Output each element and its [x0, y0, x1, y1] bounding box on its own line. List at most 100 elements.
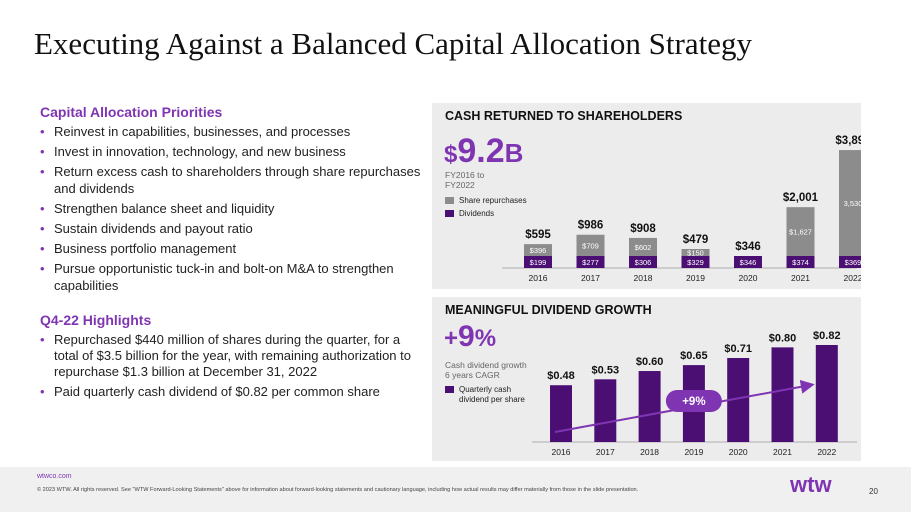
dividend-growth-panel: MEANINGFUL DIVIDEND GROWTH +9% Cash divi… [432, 297, 861, 461]
total-value-label: $908 [630, 223, 656, 235]
quarterly-dividend-swatch [445, 386, 454, 393]
cash-period-line1: FY2016 to [445, 170, 485, 180]
total-value-label: $595 [525, 229, 551, 241]
year-tick-label: 2022 [817, 447, 836, 457]
dividend-panel-heading: MEANINGFUL DIVIDEND GROWTH [445, 303, 652, 317]
dividend-bar [839, 256, 861, 268]
year-tick-label: 2020 [739, 273, 758, 283]
priority-item: Reinvest in capabilities, businesses, an… [40, 124, 425, 140]
growth-badge [665, 390, 722, 412]
growth-badge-label: +9% [682, 396, 705, 408]
dividend-value-label: $374 [792, 258, 809, 267]
repurchase-value-label: $396 [530, 246, 547, 255]
priority-item: Business portfolio management [40, 241, 425, 257]
year-tick-label: 2018 [640, 447, 659, 457]
dividend-per-share-bar [594, 379, 617, 442]
year-tick-label: 2021 [791, 273, 810, 283]
dividend-growth-subtitle: Cash dividend growth 6 years CAGR [445, 360, 527, 380]
dividend-value-label: $277 [582, 258, 599, 267]
dividend-bar [576, 256, 605, 268]
year-tick-label: 2016 [552, 447, 571, 457]
legend-share-repurchases: Share repurchases [445, 196, 527, 206]
dividend-bar [681, 256, 710, 268]
cash-period-line2: FY2022 [445, 180, 475, 190]
highlights-heading: Q4-22 Highlights [40, 311, 152, 328]
page-number: 20 [869, 487, 878, 496]
repurchase-value-label: $602 [635, 243, 652, 252]
legend-dividends: Dividends [445, 209, 494, 219]
total-value-label: $986 [578, 220, 604, 232]
cash-total-prefix: $ [444, 141, 458, 168]
priority-item: Invest in innovation, technology, and ne… [40, 144, 425, 160]
dividend-value-label: $329 [687, 258, 704, 267]
cash-panel-heading: CASH RETURNED TO SHAREHOLDERS [445, 109, 683, 123]
cash-period: FY2016 to FY2022 [445, 170, 484, 190]
repurchase-bar [576, 234, 605, 256]
year-tick-label: 2022 [844, 273, 861, 283]
footer-url[interactable]: wtwco.com [37, 473, 72, 480]
dividend-value-label: $0.71 [724, 343, 752, 355]
priority-item: Sustain dividends and payout ratio [40, 221, 425, 237]
dividend-value-label: $0.82 [813, 330, 841, 342]
dividend-value-label: $0.65 [680, 350, 708, 362]
repurchase-bar [629, 237, 657, 256]
dividend-bar [734, 256, 762, 268]
dividend-value-label: $0.48 [547, 370, 575, 382]
dividend-growth-chart: $0.48 2016 $0.53 2017 $0.60 2018 $0.65 2019 $0.7… [532, 330, 857, 457]
dividend-value-label: $0.60 [636, 356, 664, 368]
repurchase-swatch [445, 197, 454, 204]
year-tick-label: 2021 [773, 447, 792, 457]
dividend-sub-line1: Cash dividend growth [445, 360, 527, 370]
dividend-bar [629, 256, 657, 268]
cash-returned-chart: $199 $396 $595 2016 $277 $709 $986 2017 $306 $602… [502, 135, 861, 283]
copyright-notice: © 2023 WTW. All rights reserved. See "WT… [37, 487, 639, 493]
year-tick-label: 2020 [729, 447, 748, 457]
year-tick-label: 2017 [596, 447, 615, 457]
total-value-label: $346 [735, 241, 761, 253]
repurchase-bar [839, 150, 861, 256]
cash-total-suffix: B [504, 138, 524, 168]
dividend-per-share-bar [727, 358, 750, 442]
slide-title: Executing Against a Balanced Capital All… [34, 26, 752, 61]
year-tick-label: 2019 [684, 447, 703, 457]
legend-quarterly-label: Quarterly cash dividend per share [459, 385, 525, 405]
dividend-value-label: $0.80 [769, 332, 797, 344]
wtw-logo: wtw [790, 474, 832, 497]
dividend-value-label: $369 [845, 258, 861, 267]
dividend-per-share-bar [638, 371, 661, 442]
dividend-value-label: $306 [635, 258, 652, 267]
dividend-growth-figure: +9% [444, 319, 496, 357]
dividend-growth-suffix: % [474, 325, 497, 352]
priorities-heading: Capital Allocation Priorities [40, 104, 223, 120]
dividend-value-label: $199 [530, 258, 547, 267]
dividend-growth-sign: + [444, 325, 459, 352]
dividend-bar [786, 256, 815, 268]
highlights-list: Repurchased $440 million of shares durin… [40, 332, 425, 401]
cash-returned-panel: CASH RETURNED TO SHAREHOLDERS $9.2B FY20… [432, 103, 861, 289]
cash-total-figure: $9.2B [444, 131, 523, 175]
repurchase-bar [524, 244, 552, 256]
dividend-value-label: $346 [740, 258, 757, 267]
year-tick-label: 2017 [581, 273, 600, 283]
year-tick-label: 2016 [529, 273, 548, 283]
total-value-label: $2,001 [783, 192, 819, 204]
priority-item: Return excess cash to shareholders throu… [40, 164, 425, 196]
highlight-item: Repurchased $440 million of shares durin… [40, 332, 425, 381]
legend-repurchases-label: Share repurchases [459, 196, 527, 205]
legend-quarterly-line2: dividend per share [459, 395, 525, 404]
dividend-swatch [445, 210, 454, 217]
repurchase-value-label: $1,627 [789, 228, 812, 237]
repurchase-value-label: $150 [687, 249, 704, 258]
priority-item: Strengthen balance sheet and liquidity [40, 201, 425, 217]
dividend-per-share-bar [771, 347, 794, 442]
dividend-growth-number: 9 [458, 320, 475, 353]
repurchase-value-label: $709 [582, 241, 599, 250]
dividend-bar [524, 256, 552, 268]
dividend-per-share-bar [550, 385, 572, 442]
dividend-value-label: $0.53 [592, 364, 620, 376]
repurchase-value-label: 3,530 [844, 199, 861, 208]
footer: wtwco.com © 2023 WTW. All rights reserve… [0, 467, 911, 512]
left-column: Capital Allocation Priorities Reinvest i… [40, 104, 425, 405]
legend-quarterly-dividend: Quarterly cash dividend per share [445, 385, 525, 405]
legend-dividends-label: Dividends [459, 209, 495, 218]
